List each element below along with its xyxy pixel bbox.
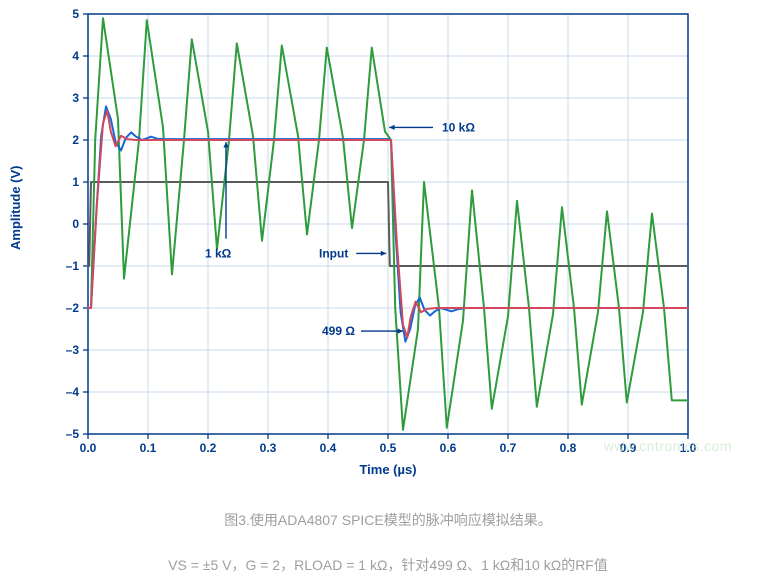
- figure-container: { "figure": { "type": "line", "width_px"…: [0, 0, 776, 581]
- svg-text:–5: –5: [66, 427, 80, 441]
- svg-text:0.4: 0.4: [320, 441, 337, 455]
- svg-text:–1: –1: [66, 259, 80, 273]
- svg-text:2: 2: [72, 133, 79, 147]
- svg-text:–4: –4: [66, 385, 80, 399]
- x-axis-label: Time (µs): [0, 462, 776, 477]
- svg-text:3: 3: [72, 91, 79, 105]
- svg-text:–2: –2: [66, 301, 80, 315]
- svg-text:0.8: 0.8: [560, 441, 577, 455]
- svg-text:1 kΩ: 1 kΩ: [205, 246, 232, 260]
- svg-text:0: 0: [72, 217, 79, 231]
- svg-text:0.1: 0.1: [140, 441, 157, 455]
- svg-text:0.2: 0.2: [200, 441, 217, 455]
- svg-text:0.0: 0.0: [80, 441, 97, 455]
- svg-text:5: 5: [72, 7, 79, 21]
- chart-plot: 0.00.10.20.30.40.50.60.70.80.91.0–5–4–3–…: [48, 4, 728, 484]
- svg-text:10 kΩ: 10 kΩ: [442, 120, 475, 134]
- figure-caption-line2: VS = ±5 V，G = 2，RLOAD = 1 kΩ，针对499 Ω、1 k…: [0, 555, 776, 575]
- svg-text:0.7: 0.7: [500, 441, 517, 455]
- svg-text:499 Ω: 499 Ω: [322, 324, 355, 338]
- svg-text:0.6: 0.6: [440, 441, 457, 455]
- svg-text:–3: –3: [66, 343, 80, 357]
- svg-text:0.3: 0.3: [260, 441, 277, 455]
- svg-text:Input: Input: [319, 246, 348, 260]
- plot-svg: 0.00.10.20.30.40.50.60.70.80.91.0–5–4–3–…: [48, 4, 728, 484]
- figure-caption-line1: 图3.使用ADA4807 SPICE模型的脉冲响应模拟结果。: [0, 510, 776, 530]
- watermark-text: www.cntronics.com: [604, 438, 732, 454]
- y-axis-label: Amplitude (V): [8, 166, 23, 251]
- svg-text:4: 4: [72, 49, 79, 63]
- svg-text:1: 1: [72, 175, 79, 189]
- svg-text:0.5: 0.5: [380, 441, 397, 455]
